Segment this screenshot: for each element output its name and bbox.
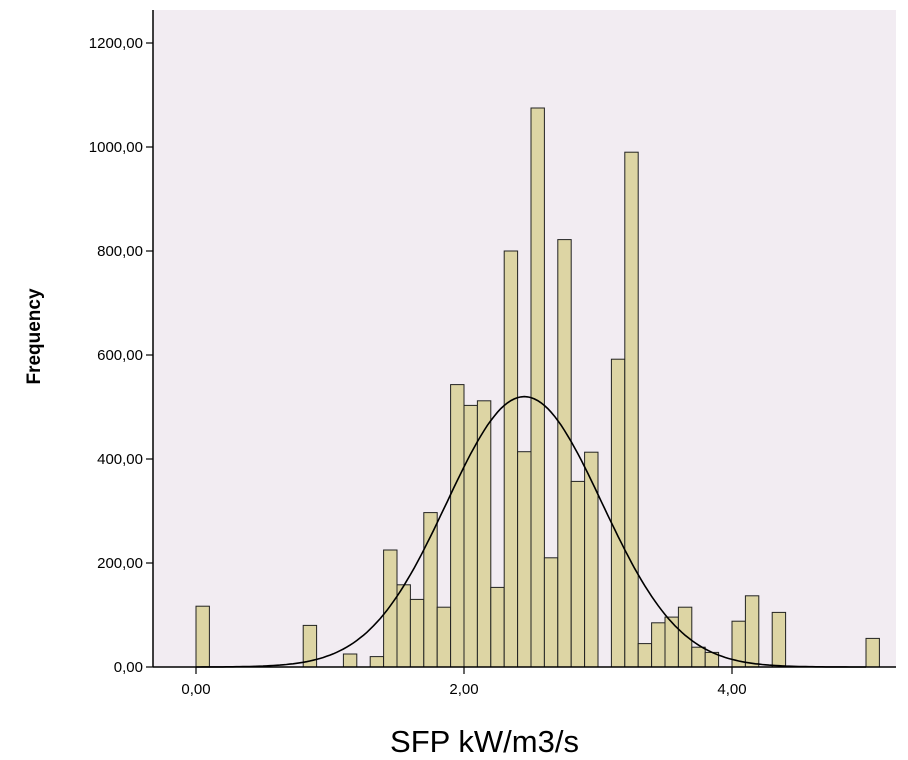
histogram-bar	[677, 606, 693, 668]
histogram-bar	[476, 400, 492, 668]
y-tick-label: 600,00	[97, 347, 143, 364]
histogram-bar	[557, 239, 572, 668]
histogram-bar	[436, 606, 452, 668]
histogram-bar	[543, 557, 559, 668]
histogram-bar	[610, 358, 626, 668]
histogram-bar	[651, 622, 666, 668]
x-tick-label: 0,00	[181, 681, 210, 698]
histogram-bar	[396, 584, 411, 668]
axes	[152, 10, 896, 668]
x-tick-label: 2,00	[449, 681, 478, 698]
histogram-bar	[570, 480, 586, 668]
histogram-bar	[691, 646, 706, 668]
y-axis-label: Frequency	[24, 288, 45, 385]
y-tick-label: 400,00	[97, 451, 143, 468]
histogram-bar	[771, 611, 787, 668]
histogram-bar	[584, 451, 599, 668]
histogram-bar	[744, 595, 760, 668]
histogram-bars	[195, 107, 880, 668]
histogram-bar	[530, 107, 545, 668]
histogram-bar	[503, 250, 519, 668]
x-axis-ticks: 0,00 2,00 4,00	[181, 667, 747, 698]
histogram-bar	[624, 151, 639, 668]
histogram-bar	[409, 598, 425, 668]
histogram-bar	[450, 384, 465, 668]
histogram-bar	[195, 605, 210, 668]
x-tick-label: 4,00	[717, 681, 746, 698]
histogram-bar	[490, 586, 505, 668]
histogram-bar	[383, 549, 398, 668]
y-tick-label: 1000,00	[89, 139, 143, 156]
y-tick-label: 1200,00	[89, 35, 143, 52]
y-tick-label: 200,00	[97, 555, 143, 572]
histogram-bar	[342, 653, 358, 668]
histogram-bar	[865, 637, 880, 668]
normal-curve	[196, 395, 866, 668]
histogram-bar	[664, 616, 679, 668]
y-tick-label: 0,00	[114, 659, 143, 676]
histogram-bar	[637, 643, 653, 668]
x-axis-label: SFP kW/m3/s	[390, 724, 579, 759]
histogram-bar	[517, 451, 532, 668]
y-axis-ticks: 0,00 200,00 400,00 600,00 800,00 1000,00 1200,…	[89, 35, 153, 676]
y-tick-label: 800,00	[97, 243, 143, 260]
histogram-bar	[369, 656, 385, 668]
